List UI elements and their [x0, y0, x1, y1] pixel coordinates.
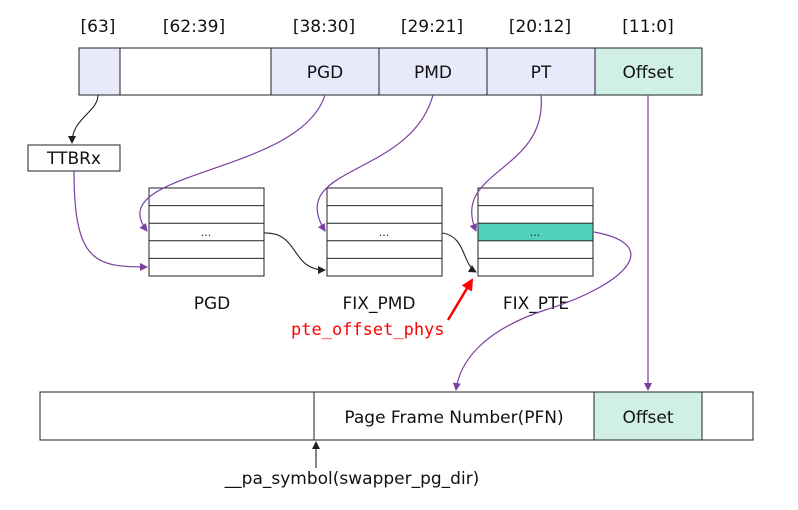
va-field-pmd	[378, 47, 488, 96]
va-pgd-label: PGD	[307, 63, 344, 83]
bit-label-29-21: [29:21]	[401, 17, 463, 37]
arrow-fix-pte-to-pfn	[452, 231, 632, 391]
arrow-63-to-ttbr	[68, 94, 99, 144]
pa-offset-label: Offset	[622, 408, 673, 428]
va-pmd-label: PMD	[414, 63, 452, 83]
bit-label-11-0: [11:0]	[622, 17, 673, 37]
physical-address-bar: Page Frame Number(PFN) Offset	[39, 391, 754, 441]
va-pt-label: PT	[531, 63, 552, 83]
fix-pte-highlighted-entry	[477, 222, 594, 242]
pgd-table-label: PGD	[194, 294, 231, 314]
fix-pmd-table: ...	[326, 187, 443, 277]
bit-label-38-30: [38:30]	[293, 17, 355, 37]
arrow-ttbr-to-pgd	[73, 170, 148, 271]
bit-label-63: [63]	[81, 17, 116, 37]
ttbr-label: TTBRx	[46, 149, 101, 169]
pte-offset-phys-arrow	[446, 278, 474, 321]
pgd-entry: ...	[201, 226, 212, 239]
pa-pfn-field	[313, 391, 595, 441]
arrow-va-pgd-to-pgd-table	[139, 94, 326, 232]
fix-pte-table-label: FIX_PTE	[503, 294, 569, 314]
pa-symbol-label: __pa_symbol(swapper_pg_dir)	[224, 469, 480, 489]
pa-offset-field	[593, 391, 703, 441]
virtual-address-bar: PGD PMD PT Offset	[78, 47, 703, 96]
arrow-fix-pmd-to-fix-pte	[441, 232, 477, 273]
va-field-63	[78, 47, 121, 96]
fix-pmd-entry: ...	[379, 226, 390, 239]
fix-pmd-table-label: FIX_PMD	[343, 294, 416, 314]
fix-pte-table: ...	[477, 187, 594, 277]
arrow-va-pmd-to-fix-pmd	[316, 94, 434, 232]
va-field-offset	[594, 47, 703, 96]
va-field-62-39	[119, 47, 272, 96]
arrow-va-pt-to-fix-pte	[469, 94, 542, 232]
va-field-pt	[486, 47, 596, 96]
arrow-pgd-to-fix-pmd	[263, 232, 326, 274]
pa-pfn-label: Page Frame Number(PFN)	[344, 408, 563, 428]
pgd-table: ...	[148, 187, 265, 277]
pa-high-field	[39, 391, 315, 441]
fix-pte-entry: ...	[530, 226, 541, 239]
va-offset-label: Offset	[622, 63, 673, 83]
bit-label-62-39: [62:39]	[163, 17, 225, 37]
pa-tail-field	[701, 391, 754, 441]
va-field-pgd	[270, 47, 380, 96]
pte-offset-phys-label: pte_offset_phys	[291, 320, 445, 340]
bit-label-20-12: [20:12]	[509, 17, 571, 37]
